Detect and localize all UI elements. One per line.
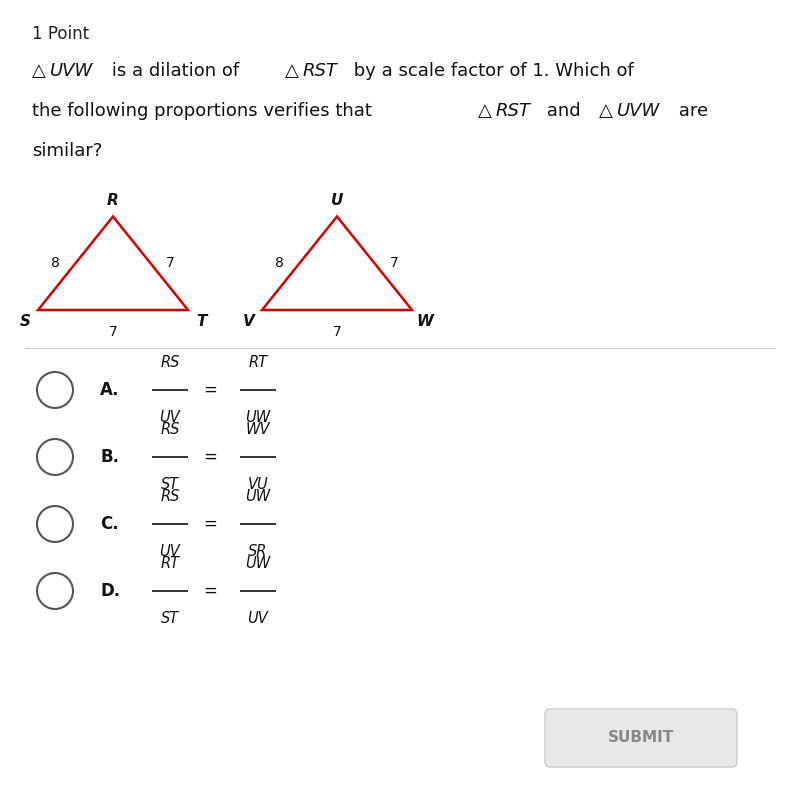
Text: 7: 7 [166, 256, 175, 270]
Text: UV: UV [160, 544, 180, 559]
Text: and: and [541, 102, 586, 120]
Text: WV: WV [246, 422, 270, 437]
Text: △: △ [32, 62, 46, 80]
Text: RST: RST [303, 62, 338, 80]
Text: UVW: UVW [618, 102, 661, 120]
Text: D.: D. [100, 582, 120, 600]
Text: 8: 8 [51, 256, 60, 270]
Text: are: are [673, 102, 708, 120]
Text: T: T [196, 314, 206, 329]
Text: =: = [203, 515, 217, 533]
Text: 7: 7 [333, 325, 342, 339]
Text: UW: UW [246, 410, 270, 425]
Text: △: △ [599, 102, 614, 120]
Text: 7: 7 [390, 256, 399, 270]
Text: =: = [203, 381, 217, 399]
Text: U: U [331, 194, 343, 209]
Text: RT: RT [161, 556, 179, 571]
Text: 1 Point: 1 Point [32, 25, 89, 43]
Text: △: △ [285, 62, 298, 80]
Text: S: S [19, 314, 30, 329]
Text: VU: VU [248, 477, 268, 492]
Text: RT: RT [249, 355, 267, 370]
Text: 7: 7 [109, 325, 118, 339]
Text: A.: A. [100, 381, 119, 399]
Text: =: = [203, 448, 217, 466]
Text: RS: RS [160, 355, 180, 370]
Text: R: R [107, 194, 119, 209]
Text: UV: UV [160, 410, 180, 425]
Text: UW: UW [246, 489, 270, 504]
Text: C.: C. [100, 515, 118, 533]
FancyBboxPatch shape [545, 709, 737, 767]
Text: ST: ST [161, 611, 179, 626]
Text: V: V [243, 314, 255, 329]
Text: similar?: similar? [32, 142, 102, 160]
Text: by a scale factor of 1. Which of: by a scale factor of 1. Which of [348, 62, 634, 80]
Text: =: = [203, 582, 217, 600]
Text: RS: RS [160, 489, 180, 504]
Text: ST: ST [161, 477, 179, 492]
Text: RS: RS [160, 422, 180, 437]
Text: RST: RST [496, 102, 530, 120]
Text: B.: B. [100, 448, 119, 466]
Text: UV: UV [248, 611, 268, 626]
Text: SUBMIT: SUBMIT [608, 730, 674, 746]
Text: UVW: UVW [50, 62, 93, 80]
Text: △: △ [478, 102, 492, 120]
Text: SR: SR [248, 544, 268, 559]
Text: is a dilation of: is a dilation of [106, 62, 245, 80]
Text: the following proportions verifies that: the following proportions verifies that [32, 102, 378, 120]
Text: 8: 8 [275, 256, 284, 270]
Text: UW: UW [246, 556, 270, 571]
Text: W: W [417, 314, 434, 329]
